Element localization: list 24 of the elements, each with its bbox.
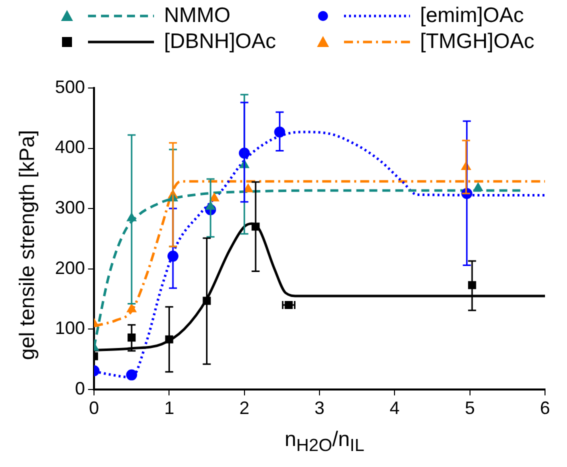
x-tick-label: 0 bbox=[89, 398, 100, 418]
y-tick-label: 0 bbox=[75, 378, 86, 398]
x-tick-label: 6 bbox=[540, 398, 550, 418]
y-tick-label: 100 bbox=[54, 318, 86, 338]
x-tick-label: 1 bbox=[164, 398, 174, 418]
y-tick-label: 300 bbox=[54, 198, 86, 218]
point bbox=[473, 182, 483, 192]
y-axis-title: gel tensile strength [kPa] bbox=[16, 130, 40, 360]
legend-label: NMMO bbox=[164, 4, 230, 28]
x-tick-label: 5 bbox=[464, 398, 475, 418]
y-tick-label: 400 bbox=[54, 137, 86, 158]
x-tick-label: 3 bbox=[314, 398, 325, 418]
point bbox=[243, 184, 253, 192]
point bbox=[126, 304, 136, 312]
legend-label: [TMGH]OAc bbox=[420, 30, 534, 54]
point bbox=[209, 192, 220, 202]
legend-label: [DBNH]OAc bbox=[164, 30, 276, 54]
x-tick-label: 2 bbox=[239, 398, 250, 418]
y-tick-label: 500 bbox=[54, 76, 86, 97]
legend-label: [emim]OAc bbox=[420, 4, 524, 28]
point bbox=[126, 369, 138, 380]
x-tick-label: 4 bbox=[390, 398, 400, 418]
x-axis-title: n$_{H2O}$/n$_{IL}$ bbox=[284, 428, 366, 456]
y-tick-label: 200 bbox=[54, 258, 86, 278]
